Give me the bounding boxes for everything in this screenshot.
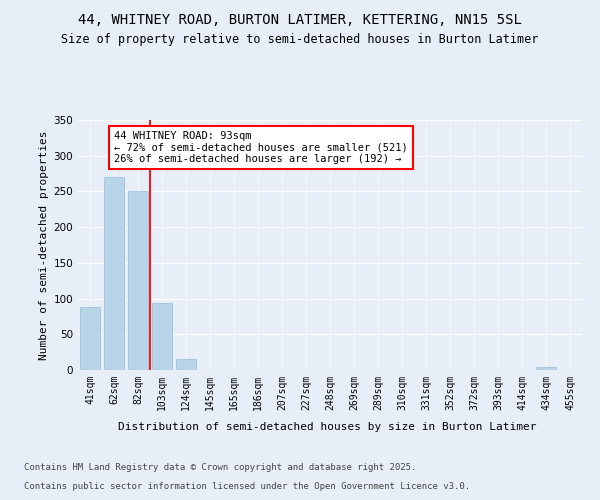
- Bar: [128, 192, 148, 370]
- Bar: [176, 360, 196, 370]
- Text: 44, WHITNEY ROAD, BURTON LATIMER, KETTERING, NN15 5SL: 44, WHITNEY ROAD, BURTON LATIMER, KETTER…: [78, 12, 522, 26]
- Y-axis label: Number of semi-detached properties: Number of semi-detached properties: [39, 130, 49, 360]
- Text: Size of property relative to semi-detached houses in Burton Latimer: Size of property relative to semi-detach…: [61, 32, 539, 46]
- Bar: [80, 307, 100, 370]
- Text: Contains HM Land Registry data © Crown copyright and database right 2025.: Contains HM Land Registry data © Crown c…: [24, 464, 416, 472]
- Text: Contains public sector information licensed under the Open Government Licence v3: Contains public sector information licen…: [24, 482, 470, 491]
- Text: Distribution of semi-detached houses by size in Burton Latimer: Distribution of semi-detached houses by …: [118, 422, 536, 432]
- Bar: [104, 177, 124, 370]
- Text: 44 WHITNEY ROAD: 93sqm
← 72% of semi-detached houses are smaller (521)
26% of se: 44 WHITNEY ROAD: 93sqm ← 72% of semi-det…: [114, 130, 408, 164]
- Bar: [152, 303, 172, 370]
- Bar: [536, 367, 556, 370]
